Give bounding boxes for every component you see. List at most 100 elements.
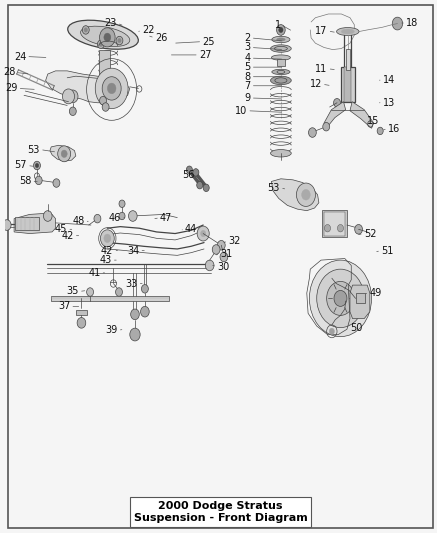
- Circle shape: [201, 230, 206, 237]
- Text: 56: 56: [182, 170, 194, 180]
- Circle shape: [53, 179, 60, 187]
- Text: 1: 1: [275, 20, 281, 30]
- Polygon shape: [14, 213, 55, 233]
- Circle shape: [104, 234, 111, 243]
- Text: 42: 42: [61, 231, 74, 241]
- Circle shape: [3, 220, 11, 230]
- Circle shape: [35, 164, 39, 167]
- Circle shape: [325, 224, 330, 232]
- Circle shape: [97, 40, 104, 49]
- Bar: [356, 293, 365, 303]
- Text: 53: 53: [267, 183, 280, 193]
- Text: 17: 17: [315, 26, 327, 36]
- Text: 48: 48: [72, 216, 84, 227]
- Text: 41: 41: [88, 268, 101, 278]
- Circle shape: [141, 306, 149, 317]
- Text: 25: 25: [202, 37, 215, 46]
- Text: 13: 13: [383, 98, 395, 108]
- Text: 42: 42: [101, 246, 113, 255]
- Bar: [322, 209, 347, 237]
- Circle shape: [128, 211, 137, 221]
- Circle shape: [100, 28, 115, 47]
- Text: 26: 26: [155, 33, 167, 43]
- Circle shape: [317, 269, 364, 328]
- Circle shape: [205, 260, 214, 271]
- Bar: [15, 217, 39, 230]
- Ellipse shape: [272, 69, 290, 75]
- Circle shape: [193, 168, 199, 176]
- Text: 49: 49: [369, 288, 382, 298]
- Circle shape: [94, 214, 101, 223]
- Text: 15: 15: [367, 116, 380, 126]
- Circle shape: [35, 176, 42, 184]
- Circle shape: [87, 288, 94, 296]
- Circle shape: [212, 245, 220, 254]
- Ellipse shape: [271, 76, 291, 85]
- Circle shape: [102, 77, 121, 100]
- Text: 50: 50: [350, 322, 362, 333]
- Circle shape: [84, 28, 87, 32]
- Text: 52: 52: [364, 229, 376, 239]
- Circle shape: [220, 252, 228, 262]
- Circle shape: [142, 285, 148, 293]
- Ellipse shape: [272, 36, 290, 43]
- Circle shape: [309, 128, 316, 138]
- Text: 30: 30: [217, 262, 229, 271]
- Polygon shape: [51, 296, 169, 301]
- Circle shape: [218, 240, 225, 250]
- Text: 18: 18: [406, 18, 418, 28]
- Circle shape: [277, 25, 285, 35]
- Text: 23: 23: [104, 18, 117, 28]
- Circle shape: [377, 127, 383, 135]
- Circle shape: [101, 230, 114, 247]
- Text: 11: 11: [315, 64, 327, 74]
- Polygon shape: [45, 71, 130, 103]
- Text: 8: 8: [245, 72, 251, 82]
- Circle shape: [95, 68, 128, 109]
- Text: 3: 3: [245, 43, 251, 52]
- Text: 29: 29: [5, 83, 17, 93]
- Circle shape: [108, 83, 116, 94]
- Text: 33: 33: [125, 279, 138, 288]
- Polygon shape: [271, 179, 319, 211]
- Text: 2: 2: [244, 33, 251, 43]
- Text: 37: 37: [58, 301, 70, 311]
- Polygon shape: [76, 310, 87, 316]
- Ellipse shape: [271, 45, 291, 52]
- Text: 53: 53: [28, 144, 40, 155]
- Text: 34: 34: [127, 246, 139, 255]
- Text: 32: 32: [228, 236, 241, 246]
- Circle shape: [118, 38, 121, 43]
- Ellipse shape: [277, 38, 285, 41]
- Circle shape: [43, 211, 52, 221]
- Bar: [346, 49, 350, 70]
- Text: 14: 14: [383, 75, 395, 85]
- Circle shape: [329, 328, 334, 335]
- Ellipse shape: [80, 26, 130, 46]
- Text: 35: 35: [66, 286, 79, 296]
- Circle shape: [309, 260, 371, 337]
- Text: 39: 39: [105, 325, 118, 335]
- Circle shape: [77, 318, 86, 328]
- Polygon shape: [324, 102, 346, 128]
- Ellipse shape: [336, 28, 359, 36]
- Circle shape: [58, 146, 71, 162]
- Circle shape: [130, 328, 140, 341]
- Circle shape: [203, 184, 209, 191]
- Polygon shape: [50, 146, 76, 161]
- Circle shape: [296, 183, 316, 206]
- Circle shape: [82, 26, 89, 34]
- Circle shape: [68, 90, 78, 103]
- Bar: [99, 50, 110, 76]
- Text: 47: 47: [160, 213, 172, 223]
- Text: 5: 5: [244, 62, 251, 72]
- Circle shape: [115, 288, 122, 296]
- Polygon shape: [350, 285, 370, 319]
- Text: 28: 28: [3, 68, 15, 77]
- Text: 58: 58: [19, 176, 31, 187]
- Ellipse shape: [271, 55, 291, 60]
- Text: 12: 12: [309, 79, 322, 89]
- Text: 44: 44: [185, 224, 197, 235]
- Circle shape: [131, 309, 139, 320]
- Circle shape: [197, 181, 203, 189]
